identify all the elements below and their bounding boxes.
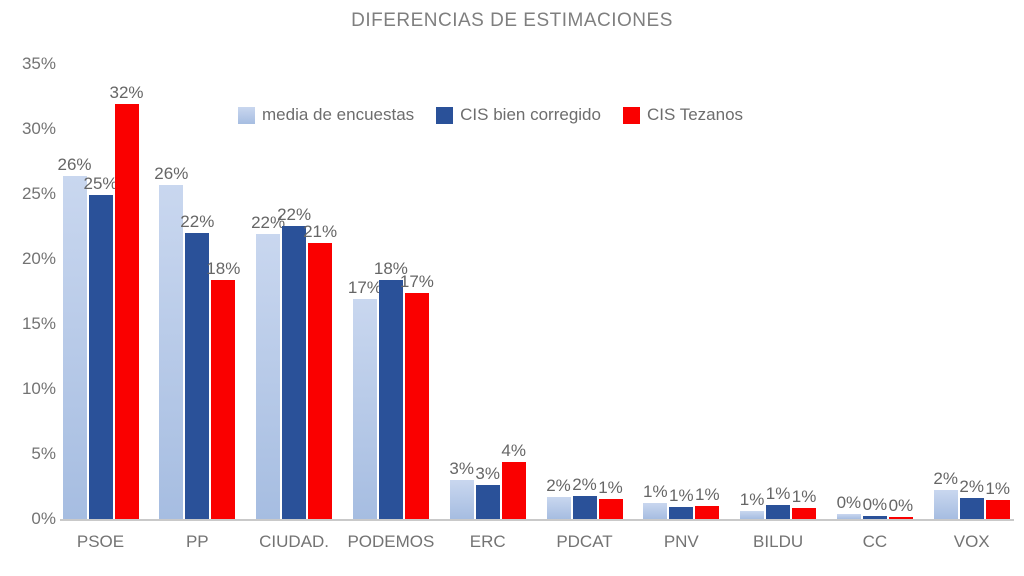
- bar-pp-series2: [211, 280, 236, 519]
- bar-podemos-series1: [378, 280, 403, 519]
- bar-data-label: 22%: [180, 212, 215, 231]
- legend-label: media de encuestas: [262, 105, 415, 124]
- bar-data-label: 26%: [57, 155, 92, 174]
- bar-ciudad-series1: [282, 226, 307, 519]
- x-axis-category-label: PSOE: [76, 532, 125, 551]
- bar-pnv-series2: [695, 506, 720, 519]
- bar-data-label: 1%: [985, 479, 1010, 498]
- chart-title: DIFERENCIAS DE ESTIMACIONES: [351, 10, 673, 31]
- bar-data-label: 17%: [347, 278, 382, 297]
- bar-data-label: 0%: [862, 495, 888, 514]
- x-axis-category-label: BILDU: [753, 532, 804, 551]
- bar-data-label: 0%: [888, 496, 914, 515]
- bar-pp-series1: [185, 233, 210, 519]
- bar-erc-series0: [449, 480, 474, 519]
- bar-data-label: 2%: [933, 469, 958, 488]
- bar-pdcat-series0: [546, 497, 571, 519]
- bar-pdcat-series1: [572, 496, 597, 519]
- bar-data-label: 4%: [501, 441, 526, 460]
- legend-label: CIS bien corregido: [460, 105, 601, 124]
- x-axis-category-label: PDCAT: [556, 532, 613, 551]
- y-axis-tick-label: 10%: [21, 379, 56, 398]
- bar-podemos-series0: [352, 299, 377, 519]
- legend-swatch-media-de-encuestas: [238, 106, 255, 124]
- legend-label: CIS Tezanos: [646, 105, 744, 124]
- y-axis-tick-label: 15%: [21, 314, 56, 333]
- y-axis-tick-label: 25%: [21, 184, 56, 203]
- bar-bildu-series0: [740, 511, 765, 519]
- bar-pnv-series1: [669, 507, 694, 519]
- y-axis-tick-label: 5%: [31, 444, 56, 463]
- legend-item-cis-tezanos: CIS Tezanos: [622, 105, 744, 125]
- bar-data-label: 1%: [669, 486, 694, 505]
- bar-pnv-series0: [643, 503, 668, 519]
- bar-ciudad-series0: [256, 234, 281, 519]
- bar-data-label: 17%: [399, 272, 434, 291]
- bar-data-label: 22%: [277, 205, 312, 224]
- bar-data-label: 21%: [303, 222, 338, 241]
- x-axis-line: [60, 519, 1014, 521]
- bar-cc-series1: [862, 516, 887, 519]
- y-axis-tick-label: 30%: [21, 119, 56, 138]
- legend: media de encuestas CIS bien corregido CI…: [238, 105, 743, 125]
- bar-bildu-series1: [766, 505, 791, 519]
- legend-swatch-cis-bien-corregido: [436, 106, 454, 124]
- bar-psoe-series1: [88, 195, 113, 519]
- bar-ciudad-series2: [308, 243, 333, 519]
- bar-bildu-series2: [792, 508, 817, 519]
- bar-erc-series2: [501, 462, 526, 519]
- bar-data-label: 2%: [572, 475, 597, 494]
- x-axis-category-label: PP: [185, 532, 209, 551]
- bar-pdcat-series2: [598, 499, 623, 519]
- bar-data-label: 1%: [739, 490, 765, 509]
- bar-data-label: 0%: [836, 493, 862, 512]
- bar-erc-series1: [475, 485, 500, 519]
- bar-vox-series1: [959, 498, 984, 519]
- x-axis-category-label: PNV: [663, 532, 699, 551]
- bar-data-label: 2%: [546, 476, 571, 495]
- bar-data-label: 3%: [475, 464, 500, 483]
- legend-item-cis-bien-corregido: CIS bien corregido: [436, 105, 601, 125]
- bar-data-label: 2%: [959, 477, 984, 496]
- bar-data-label: 32%: [109, 83, 144, 102]
- bar-data-label: 1%: [695, 485, 720, 504]
- bar-pp-series0: [159, 185, 184, 519]
- bar-data-label: 25%: [83, 174, 118, 193]
- bar-vox-series2: [985, 500, 1010, 519]
- bar-data-label: 26%: [154, 164, 189, 183]
- bar-data-label: 1%: [598, 478, 623, 497]
- bar-data-label: 22%: [251, 213, 286, 232]
- x-axis-category-label: CIUDAD.: [259, 532, 330, 551]
- x-axis-category-label: VOX: [953, 532, 990, 551]
- x-axis-category-label: PODEMOS: [347, 532, 435, 551]
- legend-item-media-de-encuestas: media de encuestas: [238, 105, 414, 125]
- y-axis-tick-label: 0%: [31, 509, 56, 528]
- bar-vox-series0: [933, 490, 958, 519]
- bar-data-label: 1%: [791, 487, 817, 506]
- y-axis-tick-label: 35%: [21, 54, 56, 73]
- bar-psoe-series2: [114, 104, 139, 519]
- bar-cc-series2: [888, 517, 913, 519]
- bar-data-label: 18%: [373, 259, 408, 278]
- bar-data-label: 18%: [206, 259, 241, 278]
- bar-cc-series0: [836, 514, 861, 519]
- x-axis-category-label: CC: [862, 532, 888, 551]
- bar-data-label: 1%: [765, 484, 791, 503]
- bar-data-label: 1%: [643, 482, 668, 501]
- y-axis-tick-label: 20%: [21, 249, 56, 268]
- x-axis-category-label: ERC: [469, 532, 506, 551]
- bar-podemos-series2: [404, 293, 429, 519]
- bar-data-label: 3%: [449, 459, 474, 478]
- legend-swatch-cis-tezanos: [622, 106, 640, 124]
- bar-psoe-series0: [62, 176, 87, 519]
